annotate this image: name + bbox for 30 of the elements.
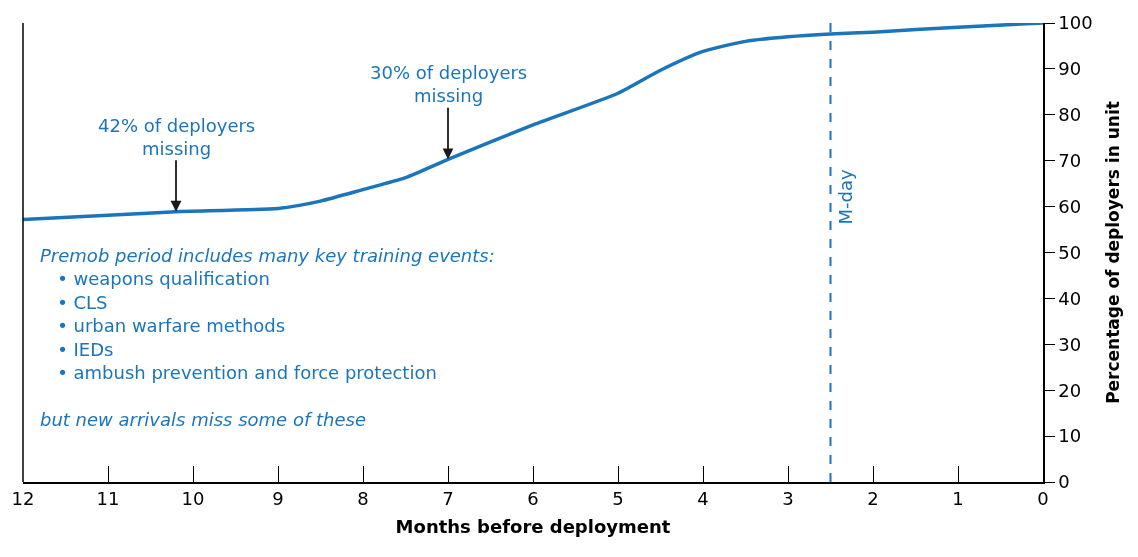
x-tick-label: 11 (96, 488, 120, 510)
x-tick-label: 9 (272, 488, 284, 510)
y-axis-title: Percentage of deployers in unit (1102, 101, 1123, 404)
y-tick-label: 10 (1058, 425, 1082, 447)
y-tick-label: 50 (1058, 241, 1082, 263)
x-tick-label: 2 (867, 488, 879, 510)
x-tick-label: 7 (442, 488, 454, 510)
x-tick-label: 3 (782, 488, 794, 510)
x-tick-label: 12 (11, 488, 35, 510)
x-tick-label: 4 (697, 488, 709, 510)
x-tick-label: 6 (527, 488, 539, 510)
x-tick-label: 5 (612, 488, 624, 510)
text: Premob period includes many key training events: • weapons qualification • CLS • urban warfare methods • IEDs • ambush prevention and force protection but new arrivals miss some of these (40, 245, 495, 430)
x-tick-label: 10 (181, 488, 205, 510)
x-tick-label: 8 (357, 488, 369, 510)
y-tick-label: 20 (1058, 379, 1082, 401)
y-tick-label: 0 (1058, 471, 1070, 493)
y-tick-label: 60 (1058, 195, 1082, 217)
ref-line-label: M-day (834, 168, 856, 225)
y-tick-label: 80 (1058, 104, 1082, 126)
annotation: 42% of deployers missing (98, 115, 256, 160)
x-axis-title: Months before deployment (395, 515, 671, 537)
y-tick-label: 40 (1058, 287, 1082, 309)
y-tick-label: 90 (1058, 58, 1082, 80)
x-tick-label: 0 (1037, 488, 1049, 510)
y-tick-label: 100 (1058, 12, 1093, 34)
y-tick-label: 30 (1058, 333, 1082, 355)
annotation: 30% of deployers missing (370, 62, 528, 107)
y-tick-label: 70 (1058, 150, 1082, 171)
x-tick-label: 1 (952, 488, 964, 510)
